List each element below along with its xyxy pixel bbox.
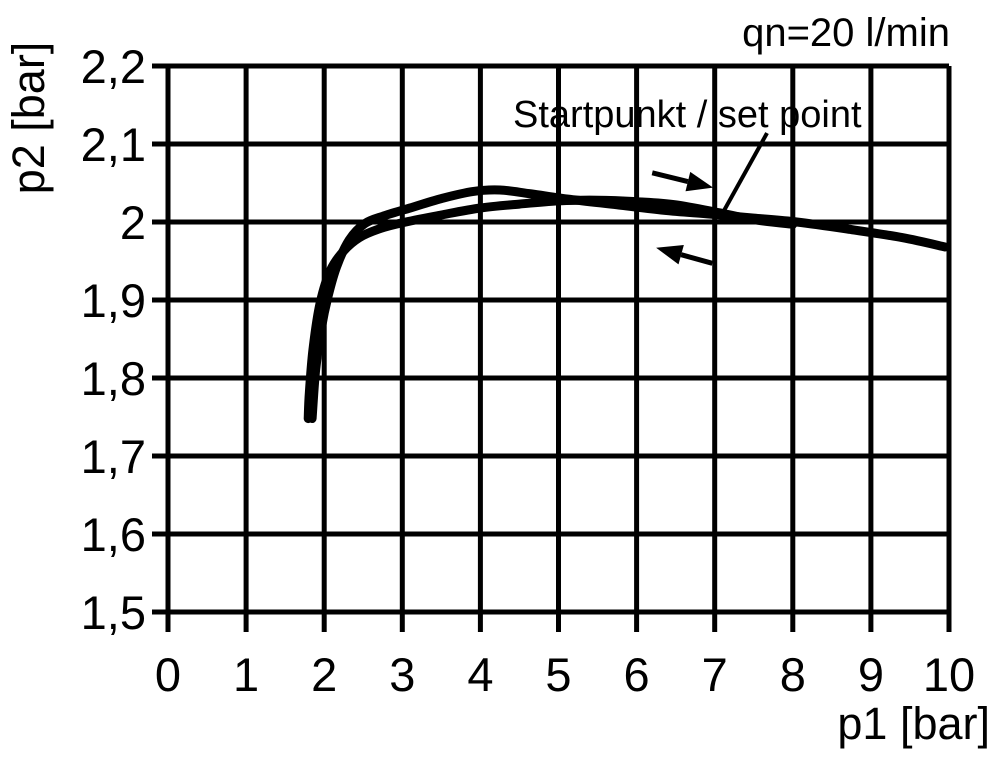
grid-layer (152, 63, 952, 632)
y-axis-title: p2 [bar] (3, 42, 54, 195)
annotation-layer (651, 132, 769, 266)
x-tick-label: 2 (311, 648, 337, 701)
curve-p1-decreasing (303, 195, 798, 424)
y-tick-label: 1,9 (81, 274, 146, 327)
x-tick-label: 5 (545, 648, 571, 701)
x-tick-label: 10 (923, 648, 975, 701)
text-layer: qn=20 l/min Startpunkt / set point p2 [b… (3, 11, 990, 749)
x-tick-label: 8 (780, 648, 806, 701)
y-tick-label: 1,7 (81, 430, 146, 483)
x-tick-label: 6 (624, 648, 650, 701)
flow-rate-annotation: qn=20 l/min (742, 11, 950, 55)
y-tick-label: 2,1 (81, 118, 146, 171)
direction-arrow-right-icon (651, 170, 714, 192)
x-tick-label: 4 (467, 648, 493, 701)
direction-arrow-right-icon-shaft (651, 170, 689, 184)
curve-layer (303, 185, 950, 424)
x-tick-label: 3 (389, 648, 415, 701)
direction-arrow-left-icon (656, 245, 714, 266)
y-tick-label: 1,6 (81, 508, 146, 561)
direction-arrow-right-icon-head (685, 171, 714, 192)
x-tick-label: 1 (233, 648, 259, 701)
x-tick-label: 0 (155, 648, 181, 701)
set-point-annotation: Startpunkt / set point (513, 94, 862, 136)
x-tick-label: 9 (858, 648, 884, 701)
y-tick-label: 1,8 (81, 352, 146, 405)
direction-arrow-left-icon-head (656, 245, 684, 265)
tick-label-layer: 0 1 2 3 4 5 6 7 8 9 101,51,61,71,81,922,12,2 (81, 40, 975, 701)
y-tick-label: 2,2 (81, 40, 146, 93)
y-tick-label: 2 (120, 196, 146, 249)
x-axis-title: p1 [bar] (837, 698, 990, 749)
y-tick-label: 1,5 (81, 586, 146, 639)
x-tick-label: 7 (702, 648, 728, 701)
set-point-leader-line (721, 132, 769, 213)
direction-arrow-left-icon-shaft (680, 252, 714, 266)
